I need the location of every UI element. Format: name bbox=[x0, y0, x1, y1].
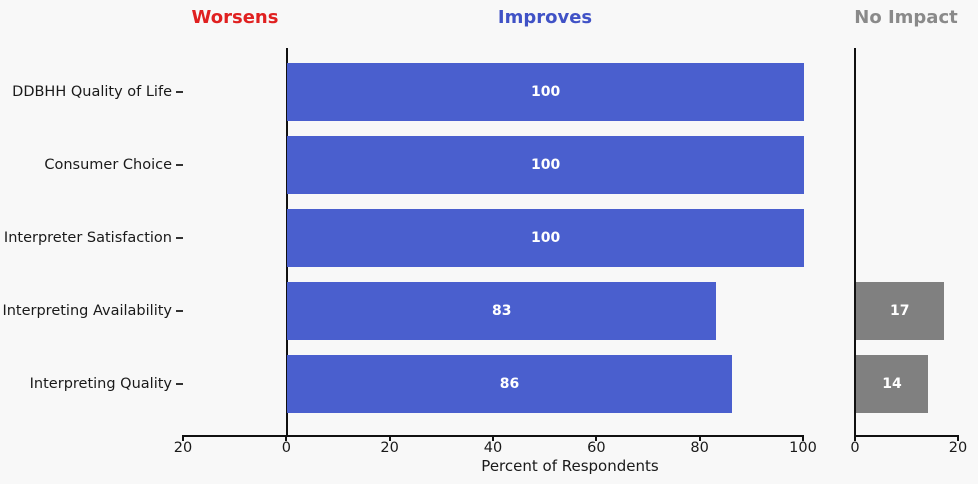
x-tick-mark bbox=[492, 435, 494, 441]
x-tick-mark bbox=[595, 435, 598, 441]
bar-value-label: 17 bbox=[890, 303, 910, 319]
y-tick-mark bbox=[176, 237, 183, 239]
x-tick-label: 20 bbox=[380, 440, 399, 456]
zero-spine-main bbox=[286, 48, 288, 435]
x-tick-mark bbox=[388, 435, 391, 441]
category-label: Consumer Choice bbox=[44, 157, 172, 173]
x-tick-mark bbox=[182, 435, 184, 441]
x-axis-label: Percent of Respondents bbox=[481, 457, 659, 475]
bar-no-impact: 14 bbox=[856, 355, 929, 413]
y-tick-mark bbox=[176, 310, 183, 312]
category-label: Interpreting Quality bbox=[29, 376, 172, 392]
panel-header-improves: Improves bbox=[497, 7, 593, 28]
x-tick-mark bbox=[854, 435, 856, 441]
bar-value-label: 100 bbox=[531, 157, 561, 173]
category-label: Interpreting Availability bbox=[2, 303, 172, 319]
x-tick-label: 80 bbox=[690, 440, 709, 456]
bar-improves: 100 bbox=[287, 63, 804, 121]
y-tick-mark bbox=[176, 164, 183, 166]
bar-improves: 86 bbox=[287, 355, 732, 413]
x-tick-label: 20 bbox=[173, 440, 193, 456]
panel-header-no-impact: No Impact bbox=[854, 7, 958, 28]
category-label: Interpreter Satisfaction bbox=[3, 230, 172, 246]
y-tick-mark bbox=[176, 383, 183, 385]
bar-value-label: 86 bbox=[499, 376, 520, 392]
x-tick-label: 60 bbox=[587, 440, 606, 456]
bar-value-label: 83 bbox=[492, 303, 512, 319]
bar-value-label: 14 bbox=[882, 376, 902, 392]
x-tick-label: 20 bbox=[948, 440, 968, 456]
left-spine-secondary bbox=[854, 48, 856, 435]
x-tick-mark bbox=[802, 435, 804, 441]
x-tick-label: 0 bbox=[850, 440, 860, 456]
x-tick-label: 40 bbox=[483, 440, 503, 456]
bar-no-impact: 17 bbox=[856, 282, 944, 340]
bar-improves: 100 bbox=[287, 209, 804, 267]
bar-value-label: 100 bbox=[531, 84, 561, 100]
bar-improves: 100 bbox=[287, 136, 804, 194]
x-tick-label: 0 bbox=[281, 440, 291, 456]
panel-header-worsens: Worsens bbox=[191, 7, 279, 28]
x-tick-label: 100 bbox=[789, 440, 817, 456]
bar-improves: 83 bbox=[287, 282, 717, 340]
category-label: DDBHH Quality of Life bbox=[12, 84, 172, 100]
x-tick-mark bbox=[285, 435, 288, 441]
x-axis-line-secondary bbox=[855, 435, 958, 437]
x-tick-mark bbox=[957, 435, 959, 441]
y-tick-mark bbox=[176, 91, 183, 93]
bar-value-label: 100 bbox=[531, 230, 561, 246]
x-tick-mark bbox=[698, 435, 701, 441]
